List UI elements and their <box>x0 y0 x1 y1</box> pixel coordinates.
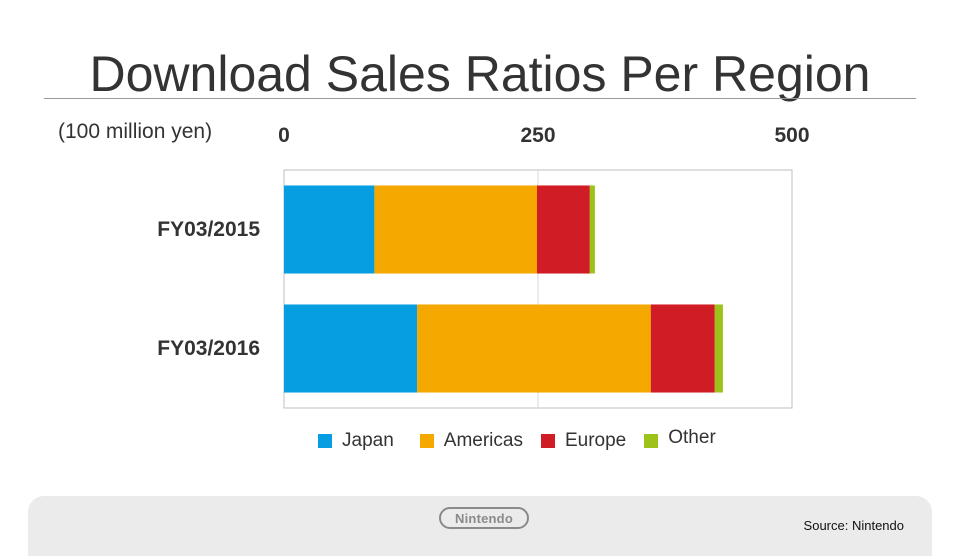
x-tick-label: 500 <box>774 124 810 147</box>
x-tick-label: 250 <box>520 124 556 147</box>
source-note: Source: Nintendo <box>803 518 904 533</box>
category-label-fy2015: FY03/2015 <box>157 217 260 241</box>
nintendo-logo: Nintendo <box>439 507 529 529</box>
bar-americas-1 <box>417 304 651 393</box>
legend-swatch <box>644 434 659 448</box>
legend-item-europe: Europe <box>540 430 627 452</box>
bar-japan-1 <box>284 304 418 393</box>
legend: Japan Americas Europe Other <box>318 427 734 452</box>
bar-japan-0 <box>284 185 375 274</box>
unit-label: (100 million yen) <box>58 120 213 143</box>
category-label-fy2016: FY03/2016 <box>157 336 260 360</box>
logo-text: Nintendo <box>455 510 513 526</box>
legend-label: Europe <box>564 430 627 451</box>
legend-label: Americas <box>443 430 523 451</box>
legend-swatch <box>419 434 434 448</box>
title-divider <box>44 98 916 99</box>
x-tick-label: 0 <box>278 124 290 147</box>
legend-label: Other <box>668 427 716 448</box>
stacked-bar-chart <box>283 169 793 409</box>
legend-swatch <box>540 434 555 448</box>
bar-other-1 <box>714 304 723 393</box>
bar-europe-0 <box>536 185 590 274</box>
page-title: Download Sales Ratios Per Region <box>89 46 871 102</box>
legend-item-other: Other <box>644 427 716 449</box>
legend-item-japan: Japan <box>318 430 394 452</box>
legend-label: Japan <box>342 430 394 451</box>
legend-swatch <box>318 434 332 448</box>
bar-europe-1 <box>650 304 715 393</box>
bar-americas-0 <box>374 185 537 274</box>
bar-other-0 <box>589 185 595 274</box>
legend-item-americas: Americas <box>419 430 523 452</box>
